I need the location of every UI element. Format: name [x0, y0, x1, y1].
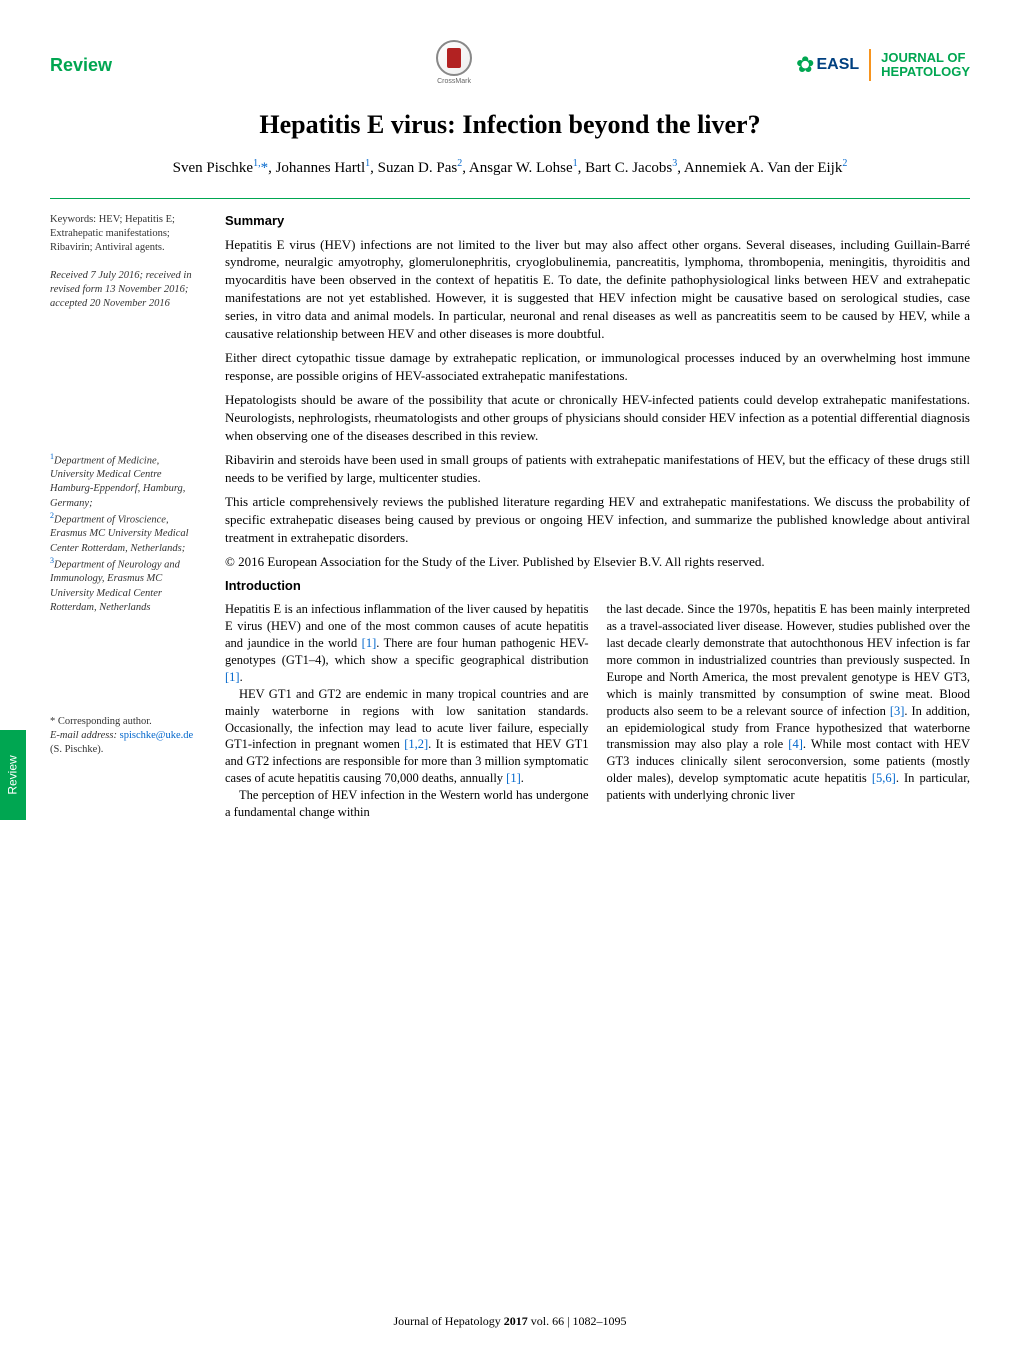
journal-name-line2: HEPATOLOGY	[881, 65, 970, 79]
left-sidebar: Keywords: HEV; Hepatitis E; Extrahepatic…	[50, 213, 205, 821]
page-header: Review CrossMark ✿ EASL JOURNAL OF HEPAT…	[50, 40, 970, 90]
corr-author-name: (S. Pischke).	[50, 743, 205, 757]
side-tab-label: Review	[6, 755, 20, 794]
corr-email-label: E-mail address:	[50, 730, 117, 741]
intro-c1-p3: The perception of HEV infection in the W…	[225, 787, 589, 821]
authors-list: Sven Pischke1,*, Johannes Hartl1, Suzan …	[50, 156, 970, 180]
section-divider	[50, 198, 970, 199]
corr-symbol: * Corresponding author.	[50, 715, 205, 729]
side-tab: Review	[0, 730, 26, 820]
crossmark-icon	[436, 40, 472, 76]
corresponding-author-block: * Corresponding author. E-mail address: …	[50, 715, 205, 758]
article-body: Summary Hepatitis E virus (HEV) infectio…	[225, 213, 970, 821]
journal-name-line1: JOURNAL OF	[881, 51, 970, 65]
journal-logo: ✿ EASL JOURNAL OF HEPATOLOGY	[796, 49, 970, 81]
summary-text: Hepatitis E virus (HEV) infections are n…	[225, 236, 970, 571]
summary-p3: Hepatologists should be aware of the pos…	[225, 391, 970, 445]
summary-copyright: © 2016 European Association for the Stud…	[225, 553, 970, 571]
intro-c2-p1: the last decade. Since the 1970s, hepati…	[607, 601, 971, 804]
page-footer: Journal of Hepatology 2017 vol. 66 | 108…	[0, 1314, 1020, 1329]
intro-c1-p1: Hepatitis E is an infectious inflammatio…	[225, 601, 589, 685]
intro-col2: the last decade. Since the 1970s, hepati…	[607, 601, 971, 820]
crossmark-badge[interactable]: CrossMark	[429, 40, 479, 90]
footer-pages: 1082–1095	[573, 1314, 627, 1328]
affiliations-block: 1Department of Medicine, University Medi…	[50, 452, 205, 615]
review-type-label: Review	[50, 55, 112, 76]
footer-volume: vol. 66	[531, 1314, 564, 1328]
crossmark-label: CrossMark	[437, 78, 471, 85]
logo-divider	[869, 49, 871, 81]
easl-icon: ✿	[796, 52, 814, 78]
summary-heading: Summary	[225, 213, 970, 228]
summary-p4: Ribavirin and steroids have been used in…	[225, 451, 970, 487]
footer-year: 2017	[504, 1314, 528, 1328]
intro-col1: Hepatitis E is an infectious inflammatio…	[225, 601, 589, 820]
article-dates: Received 7 July 2016; received in revise…	[50, 269, 205, 312]
easl-text: EASL	[816, 56, 859, 74]
introduction-columns: Hepatitis E is an infectious inflammatio…	[225, 601, 970, 820]
footer-journal-name: Journal of Hepatology	[393, 1314, 500, 1328]
journal-name: JOURNAL OF HEPATOLOGY	[881, 51, 970, 80]
summary-p5: This article comprehensively reviews the…	[225, 493, 970, 547]
article-title: Hepatitis E virus: Infection beyond the …	[50, 110, 970, 140]
keywords-block: Keywords: HEV; Hepatitis E; Extrahepatic…	[50, 213, 205, 256]
introduction-heading: Introduction	[225, 578, 970, 593]
intro-c1-p2: HEV GT1 and GT2 are endemic in many trop…	[225, 686, 589, 787]
summary-p2: Either direct cytopathic tissue damage b…	[225, 349, 970, 385]
main-content: Keywords: HEV; Hepatitis E; Extrahepatic…	[50, 213, 970, 821]
title-section: Hepatitis E virus: Infection beyond the …	[50, 110, 970, 180]
corr-email-link[interactable]: spischke@uke.de	[120, 730, 194, 741]
summary-p1: Hepatitis E virus (HEV) infections are n…	[225, 236, 970, 344]
easl-logo: ✿ EASL	[796, 52, 859, 78]
